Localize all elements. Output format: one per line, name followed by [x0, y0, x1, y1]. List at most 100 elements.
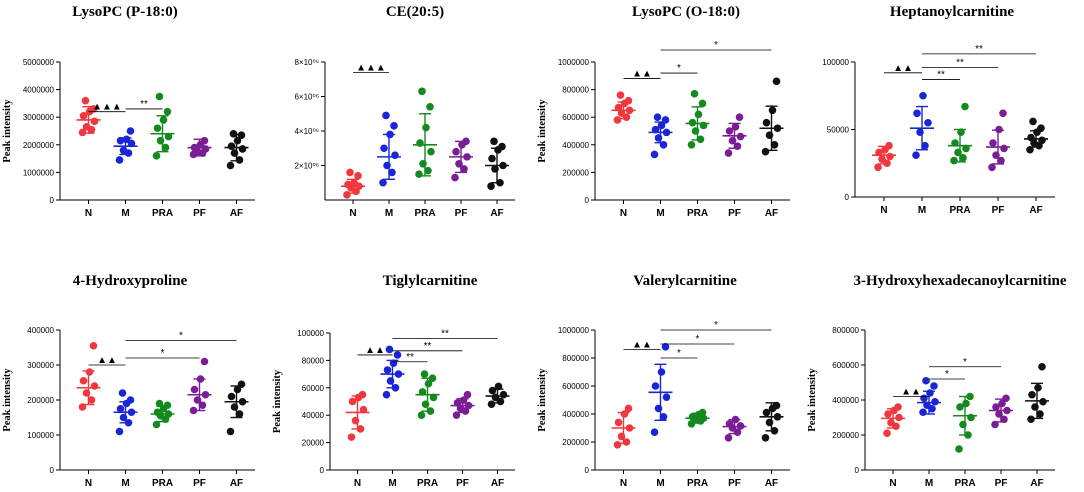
data-point-PRA: [690, 89, 699, 98]
x-tick-label: N: [620, 208, 627, 219]
y-tick-label: 0: [855, 466, 860, 475]
chart-panel-6: Tiglylcarnitine Peak intensity 0 20000 40000…: [272, 273, 515, 489]
y-tick-label: 0: [50, 196, 55, 205]
data-point-PF: [991, 420, 999, 429]
data-point-AF: [761, 434, 770, 442]
y-tick-label: 0: [320, 466, 325, 475]
data-point-PRA: [152, 420, 161, 429]
significance-label: *: [963, 357, 967, 368]
data-point-PRA: [698, 99, 707, 108]
data-point-M: [391, 151, 399, 159]
significance-label: ▲▲: [365, 345, 385, 356]
y-tick-label: 100000: [27, 431, 54, 440]
data-point-M: [122, 135, 131, 144]
y-tick-label: 800000: [832, 326, 859, 335]
data-point-M: [380, 144, 388, 153]
data-point-PRA: [962, 399, 970, 408]
data-point-PF: [1000, 144, 1008, 153]
x-tick-label: M: [656, 208, 664, 219]
x-tick-label: M: [918, 205, 926, 216]
x-tick-label: AF: [1029, 205, 1042, 216]
data-point-M: [662, 393, 671, 402]
data-point-AF: [1029, 117, 1037, 126]
data-point-M: [650, 150, 659, 159]
chart-title: Heptanoylcarnitine: [890, 4, 1015, 20]
chart-title: Valerylcarnitine: [633, 273, 737, 289]
x-tick-label: PF: [193, 478, 206, 489]
data-point-AF: [762, 118, 771, 127]
data-point-M: [922, 376, 930, 385]
data-point-M: [116, 404, 125, 413]
data-point-AF: [238, 145, 247, 153]
data-point-M: [650, 428, 659, 437]
data-point-N: [613, 441, 622, 449]
y-tick-label: 300000: [27, 361, 54, 370]
y-tick-label: 400000: [562, 410, 589, 419]
x-tick-label: AF: [490, 208, 503, 219]
significance-label: *: [179, 331, 183, 342]
significance-label: ▲▲▲: [92, 102, 122, 113]
data-point-AF: [1026, 145, 1034, 154]
data-point-M: [919, 408, 927, 417]
x-tick-label: N: [349, 208, 356, 219]
x-tick-label: PRA: [152, 478, 173, 489]
data-point-N: [354, 172, 362, 180]
data-point-N: [614, 418, 623, 427]
x-tick-label: PRA: [152, 208, 173, 219]
x-tick-label: PRA: [949, 205, 970, 216]
data-point-N: [613, 116, 622, 124]
data-point-M: [393, 351, 402, 359]
y-tick-label: 600000: [562, 382, 589, 391]
data-point-PRA: [420, 370, 429, 378]
data-point-PF: [1000, 415, 1008, 424]
data-point-M: [379, 178, 387, 187]
data-point-M: [382, 111, 390, 120]
y-tick-label: 0: [585, 196, 590, 205]
data-point-PF: [731, 123, 740, 131]
data-point-AF: [1028, 390, 1036, 399]
data-point-PRA: [955, 445, 963, 453]
x-tick-label: PRA: [414, 208, 435, 219]
data-point-M: [383, 366, 392, 374]
data-point-PF: [735, 113, 744, 121]
y-tick-label: 8×10⁰⁶: [294, 58, 319, 67]
y-tick-label: 4000000: [23, 86, 55, 95]
data-point-N: [79, 376, 88, 385]
significance-label: ▲▲: [632, 69, 652, 80]
x-tick-label: AF: [765, 208, 778, 219]
data-point-AF: [494, 382, 503, 391]
x-tick-label: PRA: [687, 208, 708, 219]
x-tick-label: PF: [728, 478, 741, 489]
significance-label: **: [140, 99, 148, 110]
data-point-PF: [190, 385, 199, 394]
data-point-PF: [725, 127, 734, 135]
chart-title: LysoPC (P-18:0): [72, 4, 177, 20]
x-tick-label: M: [385, 208, 393, 219]
data-point-N: [79, 112, 88, 120]
chart-panel-5: 4-Hydroxyproline Peak intensity 0 100000 200…: [2, 273, 255, 489]
data-point-M: [116, 136, 125, 145]
y-tick-label: 5000000: [23, 58, 55, 67]
data-point-M: [913, 109, 921, 118]
x-tick-label: M: [388, 478, 396, 489]
y-tick-label: 2000000: [23, 141, 55, 150]
data-point-PRA: [422, 123, 430, 132]
chart-title: CE(20:5): [386, 4, 444, 20]
data-point-AF: [770, 141, 779, 149]
data-point-N: [614, 103, 623, 112]
data-point-PRA: [155, 92, 164, 101]
chart-panel-1: LysoPC (P-18:0) Peak intensity 0 1000000 200…: [2, 4, 255, 219]
y-tick-label: 400000: [27, 326, 54, 335]
y-tick-label: 50000: [827, 126, 850, 135]
data-point-AF: [1034, 383, 1042, 392]
data-point-N: [85, 368, 94, 376]
data-point-PRA: [961, 102, 969, 111]
significance-label: **: [441, 328, 449, 339]
chart-panel-8: 3-Hydroxyhexadecanoylcarnitine Peak inten…: [807, 273, 1067, 489]
significance-label: ▲▲▲: [356, 62, 386, 73]
y-tick-label: 800000: [562, 354, 589, 363]
y-axis-label: Peak intensity: [2, 99, 13, 163]
y-tick-label: 0: [845, 193, 850, 202]
data-point-PF: [725, 420, 734, 428]
y-tick-label: 0: [50, 466, 55, 475]
